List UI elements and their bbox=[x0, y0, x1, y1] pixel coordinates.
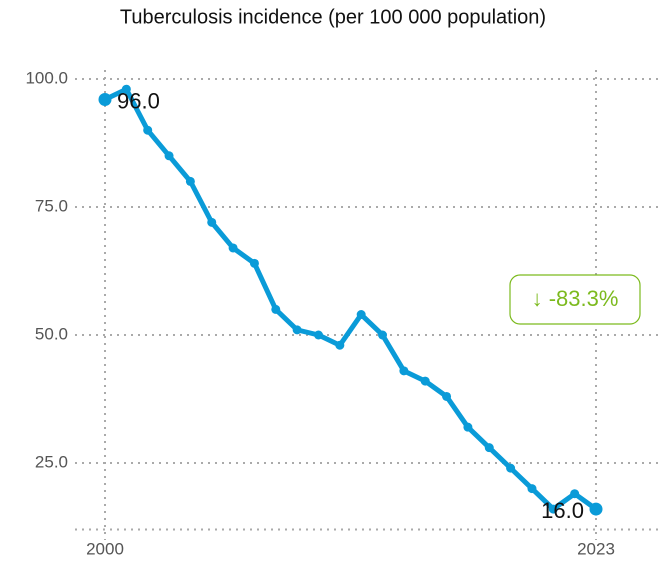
data-point bbox=[207, 217, 217, 227]
data-point bbox=[121, 84, 131, 94]
data-point bbox=[271, 304, 281, 314]
data-point bbox=[356, 310, 366, 320]
data-point bbox=[164, 151, 174, 161]
y-tick-label: 100.0 bbox=[25, 68, 68, 87]
y-tick-label: 25.0 bbox=[35, 452, 68, 471]
data-point bbox=[484, 443, 494, 453]
data-point bbox=[98, 92, 112, 106]
data-point bbox=[506, 463, 516, 473]
annotation-box bbox=[509, 274, 641, 325]
data-point bbox=[313, 330, 323, 340]
data-point bbox=[143, 125, 153, 135]
data-point bbox=[548, 504, 558, 514]
data-point bbox=[249, 258, 259, 268]
chart-title: Tuberculosis incidence (per 100 000 popu… bbox=[120, 6, 546, 28]
annotation: ↓ -83.3% bbox=[532, 286, 619, 311]
data-point bbox=[228, 243, 238, 253]
x-tick-label: 2023 bbox=[577, 539, 615, 558]
data-point bbox=[185, 176, 195, 186]
data-point bbox=[589, 502, 603, 516]
data-point bbox=[378, 330, 388, 340]
x-tick-label: 2000 bbox=[86, 539, 124, 558]
y-tick-label: 75.0 bbox=[35, 196, 68, 215]
data-point bbox=[335, 340, 345, 350]
data-point bbox=[442, 391, 452, 401]
data-point bbox=[399, 366, 409, 376]
data-point bbox=[570, 489, 580, 499]
data-point bbox=[527, 484, 537, 494]
data-point bbox=[463, 422, 473, 432]
data-label: 16.0 bbox=[541, 498, 584, 523]
y-tick-label: 50.0 bbox=[35, 324, 68, 343]
data-point bbox=[420, 376, 430, 386]
data-point bbox=[292, 325, 302, 335]
series-line bbox=[103, 86, 598, 512]
